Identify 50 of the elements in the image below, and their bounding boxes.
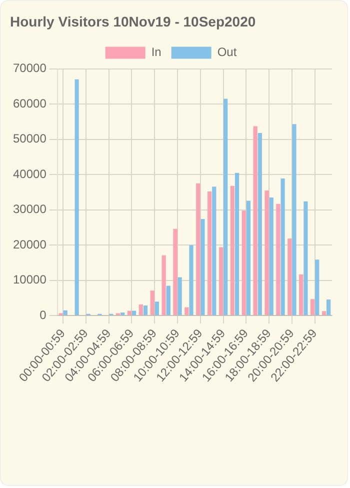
- bar: [218, 247, 224, 316]
- bar: [154, 302, 159, 316]
- bar: [212, 186, 216, 316]
- bar: [258, 132, 262, 316]
- bar: [322, 311, 326, 316]
- bar: [184, 307, 189, 316]
- bar: [230, 186, 235, 316]
- bar: [200, 219, 205, 316]
- bar: [253, 126, 258, 316]
- bar: [315, 260, 320, 316]
- chart-title: Hourly Visitors 10Nov19 - 10Sep2020: [10, 13, 256, 30]
- bar: [63, 310, 68, 316]
- bar: [74, 79, 79, 316]
- bar: [189, 245, 194, 316]
- bar: [304, 201, 308, 316]
- bar: [132, 310, 136, 316]
- bar: [276, 204, 280, 316]
- bar: [138, 304, 143, 316]
- bar: [288, 238, 292, 316]
- bar: [280, 178, 285, 316]
- y-tick-label: 50000: [12, 132, 47, 146]
- bar: [208, 192, 212, 316]
- bar: [310, 299, 315, 316]
- y-tick-label: 20000: [12, 237, 47, 252]
- bar: [264, 190, 269, 316]
- bar: [234, 172, 240, 316]
- y-tick-label: 10000: [12, 272, 47, 287]
- legend-label: Out: [217, 45, 238, 60]
- bar: [292, 124, 296, 316]
- legend-label: In: [151, 45, 162, 60]
- bar: [196, 183, 200, 316]
- bar: [178, 277, 182, 316]
- bar: [143, 305, 148, 316]
- y-tick-label: 30000: [12, 202, 47, 216]
- bar: [120, 312, 125, 316]
- y-tick-label: 70000: [12, 61, 47, 76]
- bar: [127, 310, 132, 316]
- bar: [166, 286, 170, 316]
- y-tick-label: 0: [40, 308, 47, 322]
- y-tick-label: 60000: [12, 96, 47, 110]
- bar: [326, 299, 331, 316]
- bar: [242, 210, 246, 316]
- bar: [269, 198, 274, 316]
- bar: [173, 228, 178, 316]
- bar: [162, 255, 166, 316]
- bar: [246, 200, 251, 316]
- bar: [224, 98, 228, 316]
- bar: [299, 274, 304, 316]
- bar: [150, 290, 154, 316]
- y-tick-label: 40000: [12, 166, 47, 181]
